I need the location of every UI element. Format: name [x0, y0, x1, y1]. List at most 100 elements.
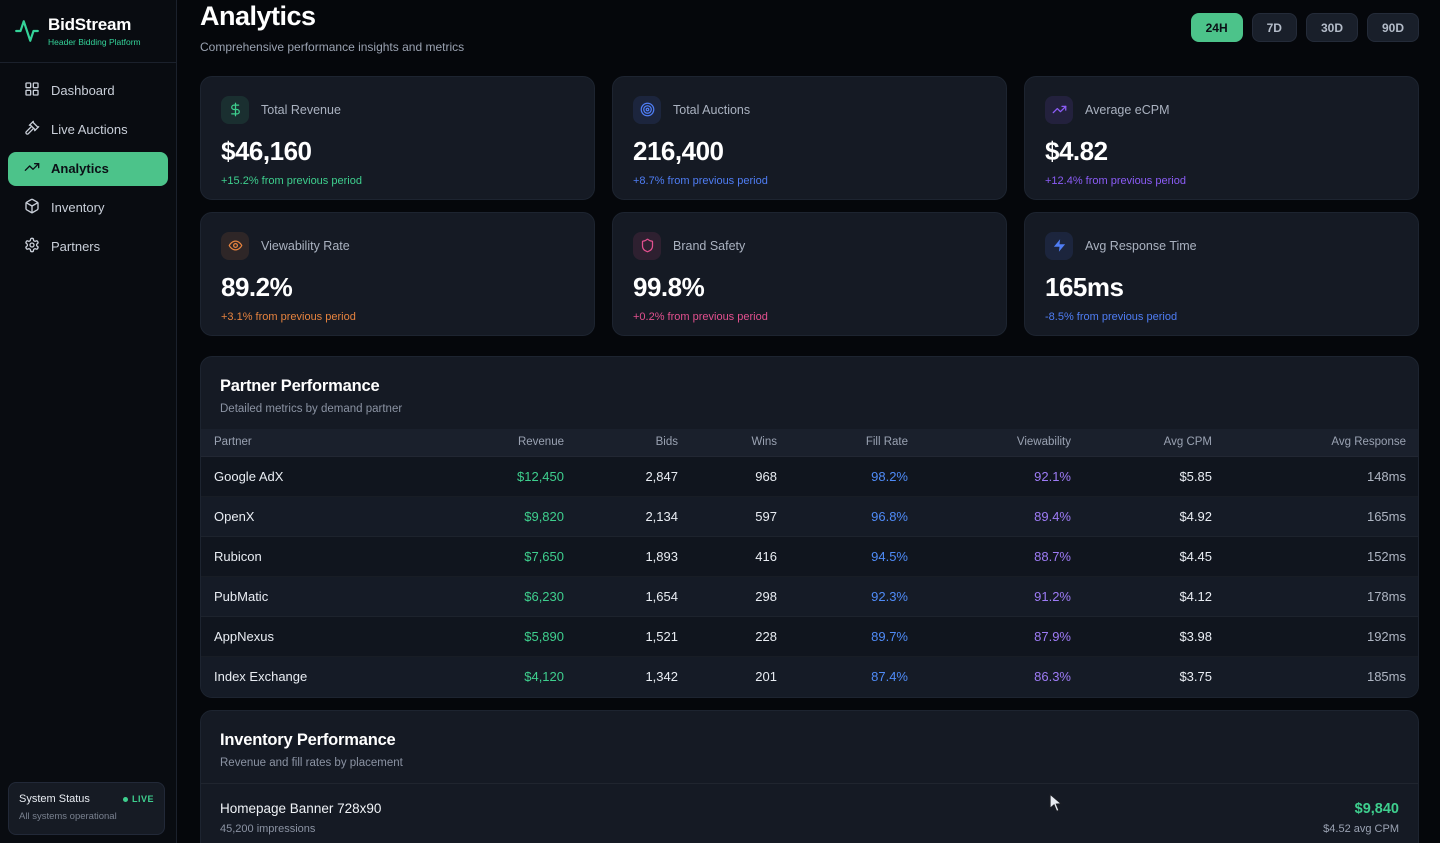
metric-card-viewability-rate: Viewability Rate 89.2% +3.1% from previo… — [200, 211, 595, 336]
panel-title: Partner Performance — [220, 376, 380, 395]
range-button-7d[interactable]: 7D — [1251, 13, 1297, 42]
avg-cpm-cell: $4.92 — [1083, 497, 1224, 537]
avg-response-cell: 148ms — [1224, 457, 1418, 497]
metric-label: Avg Response Time — [1085, 238, 1197, 253]
revenue-cell: $7,650 — [421, 537, 576, 577]
box-icon — [24, 198, 40, 217]
bids-cell: 1,521 — [576, 617, 690, 657]
metric-value: 165ms — [1045, 271, 1124, 302]
panel-subtitle: Detailed metrics by demand partner — [220, 402, 403, 415]
viewability-cell: 87.9% — [920, 617, 1083, 657]
brand: BidStream Header Bidding Platform — [0, 0, 176, 63]
wins-cell: 228 — [690, 617, 789, 657]
metric-value: 216,400 — [633, 135, 724, 166]
avg-response-cell: 185ms — [1224, 657, 1418, 697]
sidebar-item-inventory[interactable]: Inventory — [8, 191, 168, 225]
sidebar: BidStream Header Bidding Platform Dashbo… — [0, 0, 177, 843]
metric-label: Average eCPM — [1085, 102, 1170, 117]
brand-tagline: Header Bidding Platform — [48, 36, 141, 47]
bids-cell: 2,847 — [576, 457, 690, 497]
placement-avg-cpm: $4.52 avg CPM — [1323, 822, 1399, 835]
fill-rate-cell: 98.2% — [789, 457, 920, 497]
column-header: Fill Rate — [865, 436, 908, 449]
page-header: Analytics Comprehensive performance insi… — [200, 1, 1419, 54]
avg-cpm-cell: $3.75 — [1083, 657, 1224, 697]
main-content: Analytics Comprehensive performance insi… — [177, 0, 1440, 843]
gear-icon — [24, 237, 40, 256]
partner-name: AppNexus — [201, 617, 421, 657]
column-header: Viewability — [1016, 436, 1071, 449]
inventory-row[interactable]: Homepage Banner 728x90 45,200 impression… — [201, 784, 1418, 835]
bids-cell: 1,893 — [576, 537, 690, 577]
column-header: Avg CPM — [1163, 436, 1212, 449]
placement-revenue: $9,840 — [1354, 800, 1399, 817]
avg-response-cell: 178ms — [1224, 577, 1418, 617]
table-row[interactable]: OpenX $9,820 2,134 597 96.8% 89.4% $4.92… — [201, 496, 1418, 537]
metric-label: Viewability Rate — [261, 238, 350, 253]
avg-response-cell: 152ms — [1224, 537, 1418, 577]
activity-logo-icon — [14, 18, 40, 44]
dollar-icon — [221, 95, 249, 124]
metric-card-total-auctions: Total Auctions 216,400 +8.7% from previo… — [612, 75, 1007, 200]
metric-trend: +0.2% from previous period — [633, 310, 768, 323]
page-title: Analytics — [200, 1, 316, 31]
metric-label: Total Auctions — [673, 102, 751, 117]
sidebar-item-label: Analytics — [51, 161, 109, 177]
system-status-subtitle: All systems operational — [19, 811, 117, 822]
metric-label: Brand Safety — [673, 238, 746, 253]
partner-name: PubMatic — [201, 577, 421, 617]
sidebar-item-dashboard[interactable]: Dashboard — [8, 74, 168, 108]
partner-performance-panel: Partner Performance Detailed metrics by … — [200, 355, 1419, 698]
page-subtitle: Comprehensive performance insights and m… — [200, 39, 465, 54]
live-badge: LIVE — [122, 794, 154, 804]
gavel-icon — [24, 120, 40, 139]
metric-label: Total Revenue — [261, 102, 341, 117]
partner-name: Index Exchange — [201, 657, 421, 697]
time-range-selector: 24H 7D 30D 90D — [1190, 13, 1419, 42]
range-button-24h[interactable]: 24H — [1190, 13, 1243, 42]
placement-impressions: 45,200 impressions — [220, 822, 316, 835]
metric-card-average-ecpm: Average eCPM $4.82 +12.4% from previous … — [1024, 75, 1419, 200]
range-button-30d[interactable]: 30D — [1305, 13, 1358, 42]
sidebar-item-analytics[interactable]: Analytics — [8, 151, 168, 186]
sidebar-nav: Dashboard Live Auctions Analytics Invent… — [0, 63, 176, 264]
metric-trend: +15.2% from previous period — [221, 174, 362, 187]
brand-name: BidStream — [48, 15, 132, 34]
avg-cpm-cell: $4.12 — [1083, 577, 1224, 617]
sidebar-item-partners[interactable]: Partners — [8, 230, 168, 264]
partner-name: Google AdX — [201, 457, 421, 497]
table-row[interactable]: PubMatic $6,230 1,654 298 92.3% 91.2% $4… — [201, 576, 1418, 617]
panel-subtitle: Revenue and fill rates by placement — [220, 756, 403, 769]
sidebar-item-label: Partners — [51, 239, 101, 255]
bids-cell: 2,134 — [576, 497, 690, 537]
metric-trend: +12.4% from previous period — [1045, 174, 1186, 187]
wins-cell: 416 — [690, 537, 789, 577]
revenue-cell: $9,820 — [421, 497, 576, 537]
fill-rate-cell: 87.4% — [789, 657, 920, 697]
metric-value: $46,160 — [221, 135, 312, 166]
fill-rate-cell: 92.3% — [789, 577, 920, 617]
layout-grid-icon — [24, 81, 40, 100]
metric-cards: Total Revenue $46,160 +15.2% from previo… — [200, 75, 1419, 336]
metric-trend: -8.5% from previous period — [1045, 310, 1178, 323]
table-row[interactable]: AppNexus $5,890 1,521 228 89.7% 87.9% $3… — [201, 616, 1418, 657]
table-row[interactable]: Google AdX $12,450 2,847 968 98.2% 92.1%… — [201, 456, 1418, 497]
table-row[interactable]: Index Exchange $4,120 1,342 201 87.4% 86… — [201, 656, 1418, 697]
shield-icon — [633, 231, 661, 260]
metric-value: 99.8% — [633, 271, 705, 302]
revenue-cell: $4,120 — [421, 657, 576, 697]
fill-rate-cell: 94.5% — [789, 537, 920, 577]
partner-table: Partner Revenue Bids Wins Fill Rate View… — [201, 428, 1418, 697]
wins-cell: 298 — [690, 577, 789, 617]
sidebar-item-label: Dashboard — [51, 83, 115, 99]
avg-response-cell: 192ms — [1224, 617, 1418, 657]
viewability-cell: 88.7% — [920, 537, 1083, 577]
trend-up-icon — [1045, 95, 1073, 124]
fill-rate-cell: 89.7% — [789, 617, 920, 657]
avg-cpm-cell: $5.85 — [1083, 457, 1224, 497]
metric-card-total-revenue: Total Revenue $46,160 +15.2% from previo… — [200, 75, 595, 200]
revenue-cell: $5,890 — [421, 617, 576, 657]
range-button-90d[interactable]: 90D — [1366, 13, 1419, 42]
sidebar-item-live-auctions[interactable]: Live Auctions — [8, 113, 168, 147]
table-row[interactable]: Rubicon $7,650 1,893 416 94.5% 88.7% $4.… — [201, 536, 1418, 577]
